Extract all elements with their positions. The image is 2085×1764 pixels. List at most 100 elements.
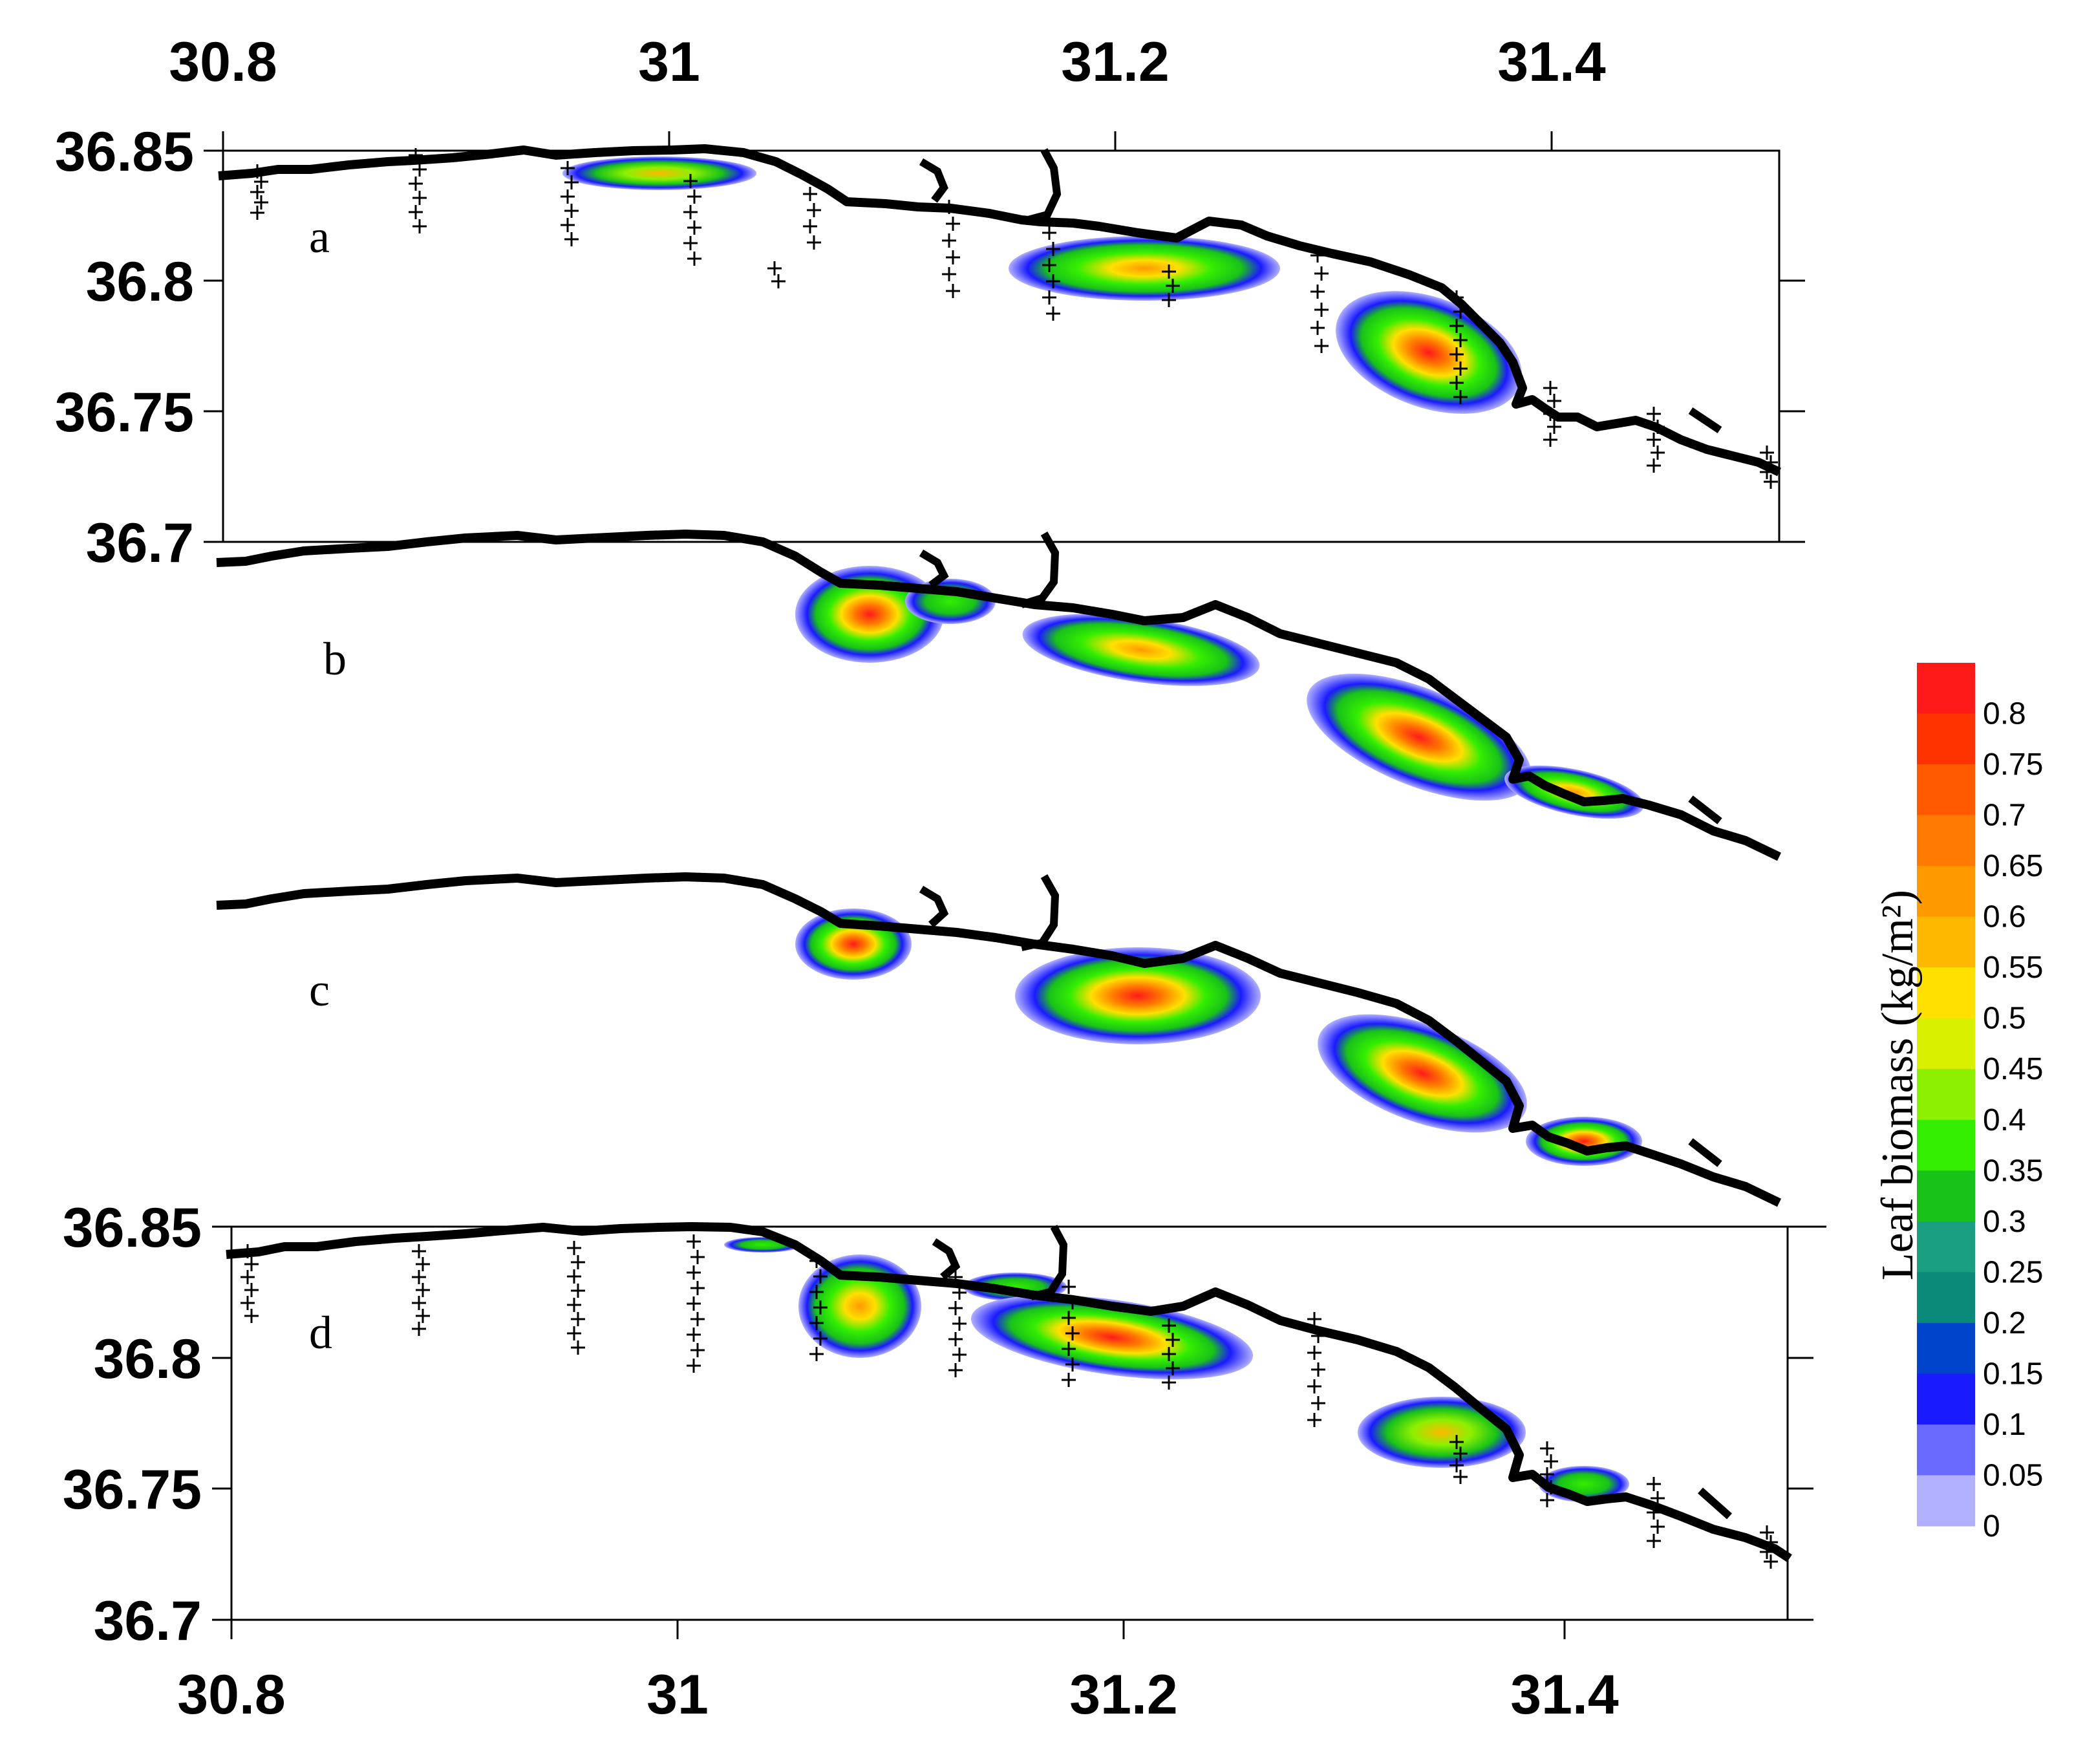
river-mouth (1020, 874, 1060, 951)
station-cross (409, 177, 423, 191)
colorbar-tick-label: 0.25 (1983, 1255, 2043, 1289)
station-cross (1651, 446, 1665, 460)
station-cross (1651, 1520, 1665, 1534)
station-cross (1647, 458, 1661, 473)
biomass-patch (1015, 947, 1261, 1044)
station-cross (683, 236, 698, 250)
station-cross (564, 204, 579, 218)
station-cross (1764, 455, 1778, 469)
station-cross (1307, 1379, 1321, 1393)
station-cross (244, 1309, 259, 1323)
biomass-patch (795, 909, 912, 980)
y-tick-label: 36.85 (55, 121, 194, 183)
station-cross (1449, 290, 1464, 305)
station-cross (1543, 433, 1557, 447)
colorbar-swatch (1917, 1322, 1975, 1374)
station-cross (416, 1283, 430, 1297)
station-cross (1449, 376, 1464, 390)
biomass-patch (562, 156, 756, 190)
station-cross (254, 195, 268, 210)
station-cross (244, 1257, 259, 1271)
islet (1688, 407, 1722, 433)
station-cross (1449, 319, 1464, 333)
station-cross (254, 175, 268, 189)
station-cross (1307, 1413, 1321, 1427)
station-cross (1651, 420, 1665, 434)
station-cross (1544, 1480, 1558, 1494)
station-cross (1647, 407, 1661, 421)
station-cross (687, 1359, 701, 1373)
station-cross (1062, 1280, 1076, 1294)
station-cross (1760, 1545, 1774, 1559)
station-cross (1065, 1357, 1080, 1371)
station-cross (1647, 1505, 1661, 1520)
station-cross (1162, 1318, 1176, 1333)
colorbar: 0.8 0.75 0.7 0.65 0.6 0.55 0.5 0.45 0.4 0.35 0.3 0.… (1917, 663, 2043, 1544)
x-tick-label: 31.4 (1497, 31, 1606, 93)
station-cross (942, 200, 956, 214)
colorbar-tick-label: 0.05 (1983, 1458, 2043, 1492)
station-cross (687, 1296, 701, 1311)
station-cross (948, 1363, 963, 1377)
station-cross (241, 1296, 255, 1310)
station-cross (412, 1322, 426, 1336)
station-cross (1760, 465, 1774, 479)
station-cross (803, 187, 817, 201)
station-cross (1046, 307, 1060, 321)
x-tick-label: 30.8 (177, 1664, 285, 1726)
station-cross (1449, 347, 1464, 361)
y-tick-label: 36.75 (63, 1459, 202, 1521)
station-cross (1651, 1491, 1665, 1505)
islet (1688, 795, 1722, 824)
station-cross (250, 164, 264, 178)
station-cross (690, 1343, 705, 1357)
coastline (218, 144, 1781, 477)
y-tick-label: 36.85 (63, 1197, 202, 1259)
station-cross (1310, 248, 1325, 263)
colorbar-tick-label: 0.2 (1983, 1306, 2026, 1340)
station-cross (813, 1331, 828, 1346)
station-cross (1314, 339, 1329, 353)
x-tick-label: 31.2 (1069, 1664, 1177, 1726)
colorbar-tick-label: 0.45 (1983, 1052, 2043, 1086)
station-cross (948, 1301, 963, 1315)
x-axis-top: 30.8 31 31.2 31.4 (169, 31, 1606, 93)
station-cross (571, 1340, 585, 1355)
biomass-patch (970, 1295, 1254, 1380)
x-tick-label: 31 (638, 31, 700, 93)
station-cross (687, 252, 701, 266)
station-cross (809, 1347, 824, 1361)
colorbar-tick-label: 0.65 (1983, 849, 2043, 883)
station-cross (412, 1244, 426, 1258)
station-cross (813, 1269, 828, 1284)
station-cross (948, 1332, 963, 1346)
station-cross (1042, 290, 1056, 305)
y-tick-label: 36.7 (86, 512, 194, 574)
station-cross (409, 205, 423, 219)
panel-label-c: c (309, 964, 330, 1016)
station-cross (571, 1312, 585, 1326)
colorbar-swatch (1917, 713, 1975, 765)
station-cross (564, 175, 579, 189)
station-cross (1544, 1454, 1558, 1468)
station-cross (813, 1300, 828, 1315)
panel-label-d: d (309, 1307, 332, 1359)
panel-d (212, 1222, 1826, 1639)
biomass-patch (1358, 1397, 1526, 1468)
coastline (216, 872, 1782, 1207)
river-mouth (1030, 1225, 1068, 1300)
station-cross (1540, 1441, 1554, 1456)
station-cross (1046, 242, 1060, 256)
station-cross (1453, 361, 1468, 376)
colorbar-tick-label: 0.15 (1983, 1357, 2043, 1391)
colorbar-swatch (1917, 1119, 1975, 1171)
colorbar-swatch (1917, 866, 1975, 918)
panel-c (216, 872, 1782, 1207)
panel-a-frame (222, 149, 1780, 543)
station-cross (1647, 1477, 1661, 1491)
colorbar-swatch (1917, 1475, 1975, 1527)
station-cross (1046, 274, 1060, 288)
colorbar-swatch (1917, 1069, 1975, 1121)
station-cross (1764, 475, 1778, 489)
